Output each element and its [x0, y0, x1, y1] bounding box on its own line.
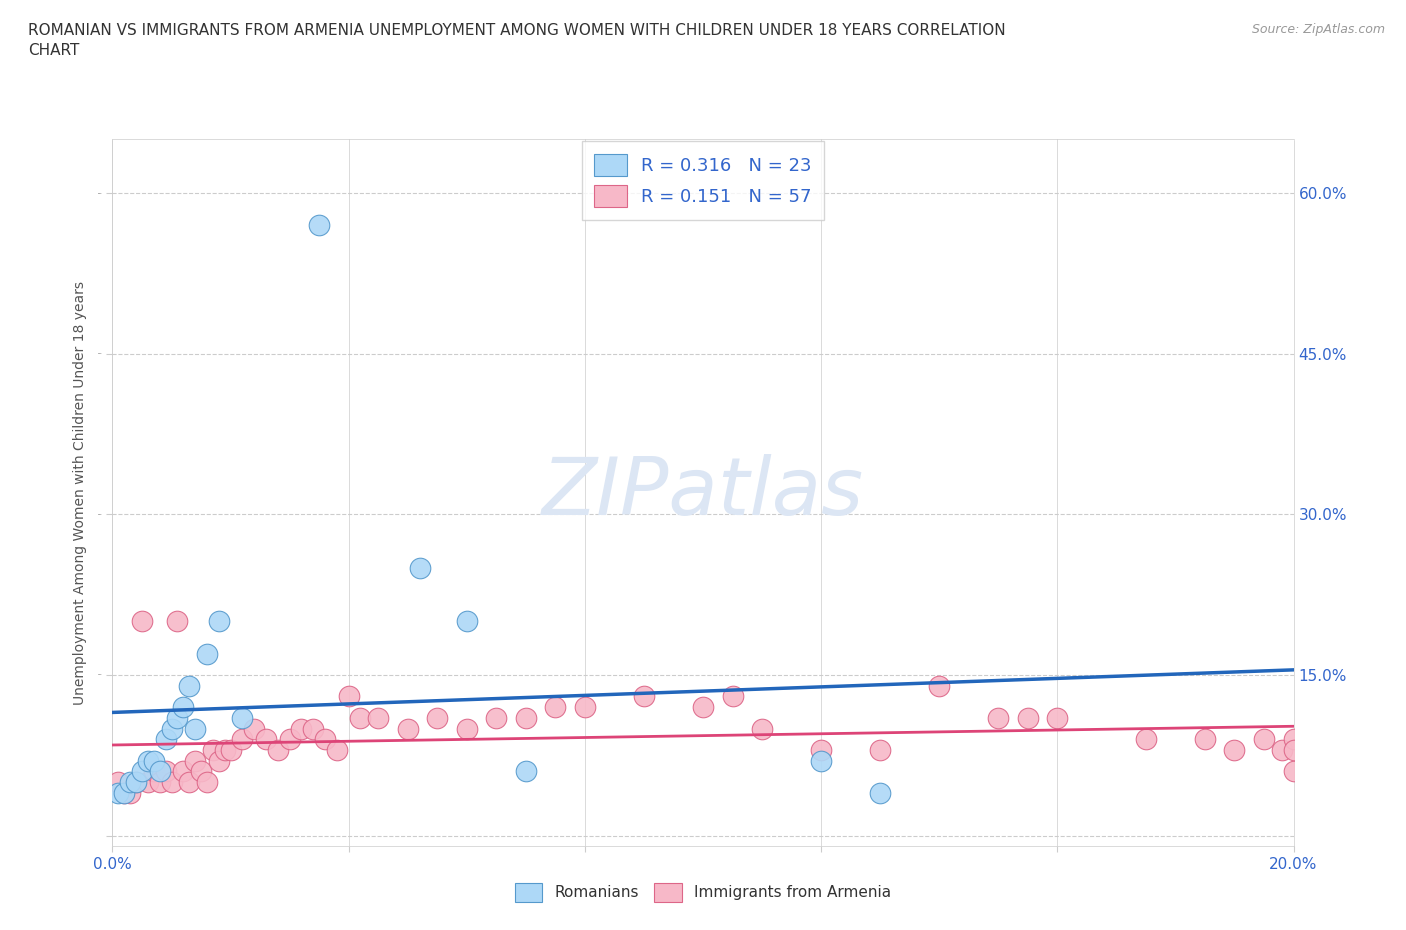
Point	[1135, 732, 1157, 747]
Point	[544, 699, 567, 714]
Point	[125, 775, 148, 790]
Point	[314, 732, 336, 747]
Point	[267, 742, 290, 757]
Point	[1271, 742, 1294, 757]
Point	[136, 753, 159, 768]
Point	[692, 699, 714, 714]
Point	[107, 785, 129, 800]
Point	[107, 775, 129, 790]
Point	[195, 775, 218, 790]
Point	[136, 775, 159, 790]
Point	[231, 711, 253, 725]
Point	[214, 742, 236, 757]
Point	[574, 699, 596, 714]
Point	[485, 711, 508, 725]
Point	[142, 764, 165, 778]
Point	[1282, 764, 1305, 778]
Text: ZIPatlas: ZIPatlas	[541, 454, 865, 532]
Point	[1282, 732, 1305, 747]
Point	[302, 721, 325, 736]
Point	[131, 614, 153, 629]
Point	[120, 775, 142, 790]
Point	[1282, 742, 1305, 757]
Point	[367, 711, 389, 725]
Point	[1046, 711, 1069, 725]
Point	[160, 775, 183, 790]
Point	[149, 764, 172, 778]
Point	[1017, 711, 1039, 725]
Point	[179, 678, 201, 693]
Legend: Romanians, Immigrants from Armenia: Romanians, Immigrants from Armenia	[508, 875, 898, 910]
Point	[987, 711, 1010, 725]
Point	[219, 742, 242, 757]
Point	[166, 614, 188, 629]
Point	[337, 689, 360, 704]
Point	[172, 699, 194, 714]
Point	[201, 742, 224, 757]
Y-axis label: Unemployment Among Women with Children Under 18 years: Unemployment Among Women with Children U…	[73, 281, 87, 705]
Point	[131, 764, 153, 778]
Point	[633, 689, 655, 704]
Point	[112, 785, 135, 800]
Point	[869, 742, 891, 757]
Text: ROMANIAN VS IMMIGRANTS FROM ARMENIA UNEMPLOYMENT AMONG WOMEN WITH CHILDREN UNDER: ROMANIAN VS IMMIGRANTS FROM ARMENIA UNEM…	[28, 23, 1005, 58]
Point	[149, 775, 172, 790]
Point	[243, 721, 266, 736]
Point	[195, 646, 218, 661]
Point	[308, 218, 330, 232]
Point	[751, 721, 773, 736]
Point	[278, 732, 301, 747]
Point	[721, 689, 744, 704]
Point	[408, 561, 430, 576]
Point	[290, 721, 312, 736]
Point	[810, 753, 832, 768]
Point	[155, 732, 177, 747]
Point	[142, 753, 165, 768]
Point	[112, 785, 135, 800]
Point	[208, 753, 231, 768]
Point	[208, 614, 231, 629]
Point	[810, 742, 832, 757]
Point	[1253, 732, 1275, 747]
Point	[456, 721, 478, 736]
Point	[456, 614, 478, 629]
Point	[869, 785, 891, 800]
Point	[515, 711, 537, 725]
Point	[515, 764, 537, 778]
Point	[326, 742, 349, 757]
Point	[184, 721, 207, 736]
Point	[231, 732, 253, 747]
Point	[179, 775, 201, 790]
Point	[190, 764, 212, 778]
Point	[155, 764, 177, 778]
Point	[166, 711, 188, 725]
Point	[396, 721, 419, 736]
Point	[1194, 732, 1216, 747]
Point	[172, 764, 194, 778]
Point	[125, 775, 148, 790]
Point	[426, 711, 449, 725]
Point	[160, 721, 183, 736]
Point	[254, 732, 277, 747]
Point	[120, 785, 142, 800]
Point	[184, 753, 207, 768]
Point	[349, 711, 371, 725]
Point	[928, 678, 950, 693]
Text: Source: ZipAtlas.com: Source: ZipAtlas.com	[1251, 23, 1385, 36]
Point	[1223, 742, 1246, 757]
